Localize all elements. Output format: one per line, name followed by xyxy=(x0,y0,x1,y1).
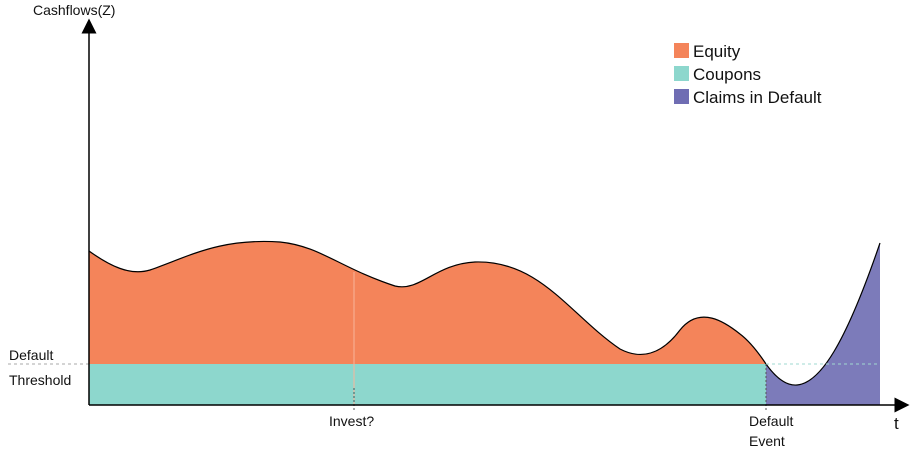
legend-label-equity: Equity xyxy=(693,42,741,61)
legend-swatch-claims-in-default xyxy=(674,89,689,104)
default-event-label-line1: Default xyxy=(749,413,793,429)
y-axis-label: Cashflows(Z) xyxy=(33,2,115,18)
threshold-label-line1: Default xyxy=(9,347,53,363)
coupons-area xyxy=(89,364,766,405)
cashflow-curve xyxy=(88,240,881,386)
invest-label: Invest? xyxy=(329,413,374,429)
legend-label-claims-in-default: Claims in Default xyxy=(693,88,822,107)
legend-swatch-coupons xyxy=(674,66,689,81)
legend: Equity Coupons Claims in Default xyxy=(674,42,822,107)
x-axis-label: t xyxy=(894,414,899,433)
legend-swatch-equity xyxy=(674,43,689,58)
legend-label-coupons: Coupons xyxy=(693,65,761,84)
threshold-label-line2: Threshold xyxy=(9,372,71,388)
default-event-label-line2: Event xyxy=(749,433,785,449)
equity-area xyxy=(89,241,766,364)
